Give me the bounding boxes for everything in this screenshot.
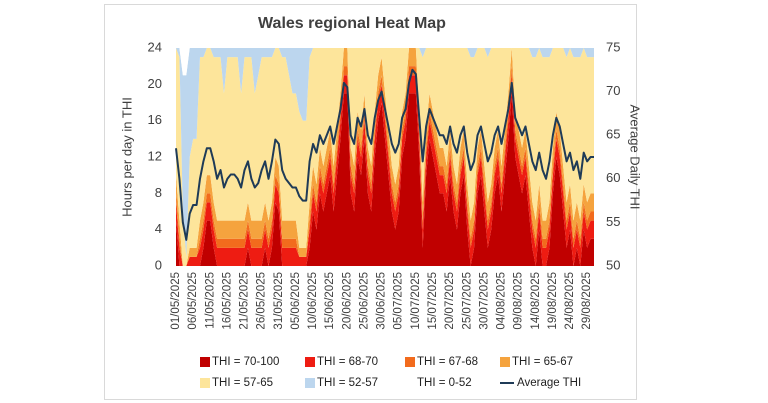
legend-swatch — [405, 357, 415, 367]
legend-swatch — [405, 378, 415, 388]
legend-label: THI = 67-68 — [417, 356, 478, 368]
x-tick-label: 25/07/2025 — [461, 272, 473, 330]
y-tick-label: 24 — [148, 39, 162, 54]
y2-tick-label: 65 — [606, 127, 620, 142]
plot-area — [176, 48, 594, 266]
x-tick-label: 26/05/2025 — [256, 272, 268, 330]
legend-swatch — [305, 378, 315, 388]
y2-tick-label: 55 — [606, 214, 620, 229]
x-tick-label: 31/05/2025 — [273, 272, 285, 330]
x-tick-label: 14/08/2025 — [530, 272, 542, 330]
area-series — [176, 93, 594, 266]
x-tick-label: 20/06/2025 — [341, 272, 353, 330]
area-series — [176, 48, 594, 266]
x-tick-label: 15/06/2025 — [324, 272, 336, 330]
x-tick-label: 05/06/2025 — [290, 272, 302, 330]
y-tick-label: 20 — [148, 76, 162, 91]
x-tick-label: 04/08/2025 — [496, 272, 508, 330]
legend-swatch — [500, 357, 510, 367]
y2-tick-label: 70 — [606, 83, 620, 98]
area-series — [176, 48, 594, 266]
x-tick-label: 15/07/2025 — [427, 272, 439, 330]
legend-swatch — [305, 357, 315, 367]
x-tick-label: 25/06/2025 — [358, 272, 370, 330]
y-tick-label: 8 — [155, 185, 162, 200]
x-tick-label: 10/07/2025 — [410, 272, 422, 330]
x-tick-label: 29/08/2025 — [581, 272, 593, 330]
x-tick-label: 30/07/2025 — [478, 272, 490, 330]
area-series — [176, 66, 594, 266]
x-tick-label: 19/08/2025 — [547, 272, 559, 330]
chart-title: Wales regional Heat Map — [258, 15, 446, 32]
x-tick-label: 01/05/2025 — [170, 272, 182, 330]
legend-label: THI = 0-52 — [417, 377, 472, 389]
y2-axis-title: Average Daily THI — [628, 104, 643, 209]
legend-label: THI = 68-70 — [317, 356, 378, 368]
y2-tick-label: 60 — [606, 170, 620, 185]
x-tick-label: 20/07/2025 — [444, 272, 456, 330]
x-tick-label: 10/06/2025 — [307, 272, 319, 330]
legend-label: Average THI — [517, 377, 581, 389]
y2-tick-label: 75 — [606, 39, 620, 54]
x-tick-label: 06/05/2025 — [187, 272, 199, 330]
y-axis-title: Hours per day in THI — [119, 97, 134, 217]
x-tick-label: 09/08/2025 — [513, 272, 525, 330]
legend-swatch — [200, 378, 210, 388]
x-tick-label: 30/06/2025 — [376, 272, 388, 330]
y-tick-label: 16 — [148, 112, 162, 127]
x-tick-label: 21/05/2025 — [239, 272, 251, 330]
y-tick-label: 12 — [148, 148, 162, 163]
legend-swatch — [200, 357, 210, 367]
y-tick-label: 0 — [155, 257, 162, 272]
x-tick-label: 11/05/2025 — [204, 272, 216, 329]
y2-tick-label: 50 — [606, 257, 620, 272]
x-tick-label: 16/05/2025 — [221, 272, 233, 330]
x-tick-label: 24/08/2025 — [564, 272, 576, 330]
y-tick-label: 4 — [155, 221, 162, 236]
legend-label: THI = 52-57 — [317, 377, 378, 389]
legend-label: THI = 70-100 — [212, 356, 279, 368]
legend-label: THI = 65-67 — [512, 356, 573, 368]
line-series — [175, 68, 594, 241]
x-tick-label: 05/07/2025 — [393, 272, 405, 330]
legend-label: THI = 57-65 — [212, 377, 273, 389]
